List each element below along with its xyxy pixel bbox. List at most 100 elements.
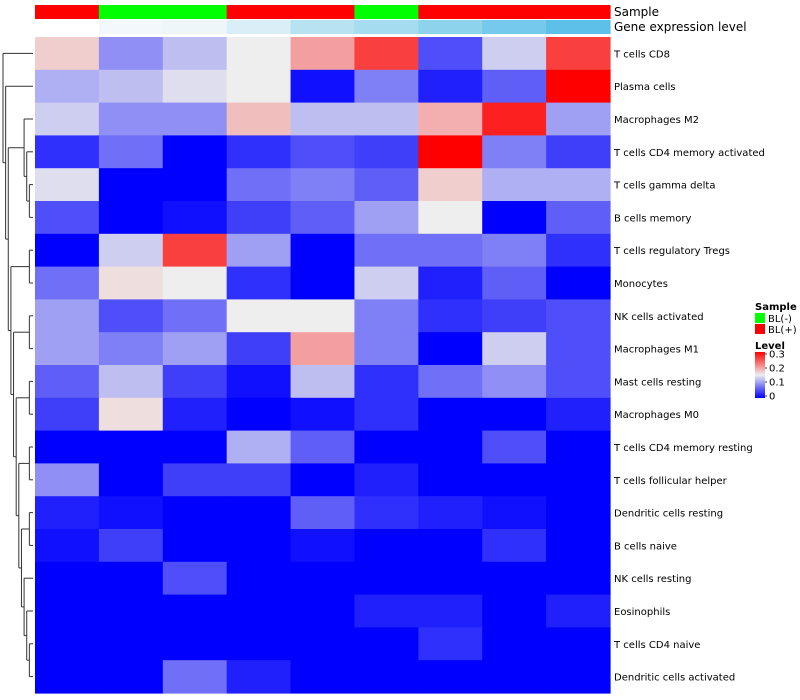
cell-macrophages-m1-col-7	[418, 332, 483, 366]
cell-t-cells-follicular-helper-col-9	[546, 463, 611, 497]
cell-t-cells-cd4-memory-resting-col-5	[290, 430, 356, 464]
cell-t-cells-cd4-memory-activated-col-4	[226, 135, 292, 169]
cell-b-cells-memory-col-7	[418, 201, 483, 235]
cell-dendritic-cells-resting-col-7	[418, 496, 483, 530]
expression-annotation-col-1	[35, 20, 100, 34]
level-legend-tick-2: 0.1	[769, 378, 785, 389]
cell-nk-cells-activated-col-2	[98, 299, 164, 333]
cell-plasma-cells-col-1	[35, 69, 100, 104]
row-labels: T cells CD8 Plasma cells Macrophages M2 T c…	[613, 49, 765, 683]
row-dendrogram	[2, 52, 33, 678]
cell-t-cells-follicular-helper-col-3	[162, 463, 228, 497]
level-legend-tick-3: 0	[769, 392, 775, 403]
cell-dendritic-cells-activated-col-9	[546, 660, 611, 694]
expression-annotation-col-7	[418, 20, 483, 34]
row-label-t-cells-follicular-helper: T cells follicular helper	[613, 476, 728, 487]
cell-nk-cells-resting-col-3	[162, 561, 228, 596]
cell-b-cells-naive-col-5	[290, 529, 356, 563]
cell-macrophages-m2-col-1	[35, 102, 100, 136]
cell-t-cells-cd8-col-7	[418, 37, 483, 71]
cell-t-cells-cd4-memory-activated-col-3	[162, 135, 228, 169]
cell-monocytes-col-9	[546, 266, 611, 300]
cell-t-cells-regulatory-tregs-col-8	[482, 233, 547, 268]
row-label-dendritic-cells-activated: Dendritic cells activated	[614, 673, 735, 684]
cell-t-cells-cd8-col-8	[482, 37, 547, 71]
cell-macrophages-m2-col-8	[482, 102, 547, 136]
cell-nk-cells-resting-col-8	[482, 561, 547, 596]
cell-t-cells-gamma-delta-col-9	[546, 168, 611, 202]
cell-macrophages-m2-col-9	[546, 102, 611, 136]
cell-dendritic-cells-activated-col-5	[290, 660, 356, 694]
cell-dendritic-cells-resting-col-5	[290, 496, 356, 530]
cell-eosinophils-col-2	[98, 594, 164, 628]
cell-dendritic-cells-activated-col-1	[35, 660, 100, 694]
expression-annotation-col-2	[98, 20, 164, 34]
cell-t-cells-regulatory-tregs-col-7	[418, 233, 483, 268]
sample-annotation-col-1	[35, 5, 100, 19]
cell-plasma-cells-col-8	[482, 69, 547, 104]
cell-t-cells-cd4-memory-resting-col-8	[482, 430, 547, 464]
sample-annotation-col-7	[418, 5, 483, 19]
cell-dendritic-cells-activated-col-4	[226, 660, 292, 694]
heatmap-cells	[35, 37, 611, 694]
cell-macrophages-m0-col-1	[35, 397, 100, 432]
cell-t-cells-cd4-memory-activated-col-7	[418, 135, 483, 169]
cell-t-cells-cd4-memory-activated-col-9	[546, 135, 611, 169]
row-label-mast-cells-resting: Mast cells resting	[614, 377, 701, 388]
cell-nk-cells-activated-col-3	[162, 299, 228, 333]
cell-macrophages-m0-col-6	[354, 397, 419, 432]
cell-t-cells-gamma-delta-col-3	[162, 168, 228, 202]
cell-dendritic-cells-resting-col-1	[35, 496, 100, 530]
row-label-macrophages-m2: Macrophages M2	[614, 115, 699, 126]
cell-t-cells-cd8-col-6	[354, 37, 419, 71]
cell-monocytes-col-3	[162, 266, 228, 300]
cell-eosinophils-col-1	[35, 594, 100, 628]
cell-t-cells-gamma-delta-col-4	[226, 168, 292, 202]
cell-b-cells-memory-col-4	[226, 201, 292, 235]
sample-legend-label-bl: BL(+)	[768, 325, 797, 336]
cell-mast-cells-resting-col-7	[418, 365, 483, 399]
cell-t-cells-gamma-delta-col-2	[98, 168, 164, 202]
cell-nk-cells-resting-col-5	[290, 561, 356, 596]
row-label-monocytes: Monocytes	[614, 279, 668, 290]
cell-t-cells-gamma-delta-col-1	[35, 168, 100, 202]
cell-macrophages-m2-col-6	[354, 102, 419, 136]
sample-annotation-col-4	[226, 5, 292, 19]
cell-macrophages-m2-col-5	[290, 102, 356, 136]
cell-monocytes-col-6	[354, 266, 419, 300]
cell-t-cells-gamma-delta-col-5	[290, 168, 356, 202]
cell-dendritic-cells-activated-col-3	[162, 660, 228, 694]
cell-b-cells-naive-col-8	[482, 529, 547, 563]
cell-monocytes-col-1	[35, 266, 100, 300]
cell-eosinophils-col-4	[226, 594, 292, 628]
cell-nk-cells-activated-col-7	[418, 299, 483, 333]
row-label-macrophages-m0: Macrophages M0	[614, 410, 699, 421]
row-label-t-cells-cd4-memory-resting: T cells CD4 memory resting	[613, 443, 753, 454]
cell-eosinophils-col-9	[546, 594, 611, 628]
cell-t-cells-cd4-naive-col-5	[290, 627, 356, 661]
cell-t-cells-cd4-memory-activated-col-6	[354, 135, 419, 169]
cell-b-cells-naive-col-9	[546, 529, 611, 563]
cell-mast-cells-resting-col-9	[546, 365, 611, 399]
level-legend-title: Level	[755, 341, 785, 352]
cell-nk-cells-activated-col-1	[35, 299, 100, 333]
level-legend-tick-0: 0.3	[769, 350, 785, 361]
cell-t-cells-follicular-helper-col-4	[226, 463, 292, 497]
cell-plasma-cells-col-4	[226, 69, 292, 104]
cell-t-cells-gamma-delta-col-6	[354, 168, 419, 202]
cell-plasma-cells-col-6	[354, 69, 419, 104]
cell-macrophages-m0-col-5	[290, 397, 356, 432]
cell-macrophages-m0-col-7	[418, 397, 483, 432]
cell-t-cells-cd4-naive-col-6	[354, 627, 419, 661]
cell-macrophages-m0-col-4	[226, 397, 292, 432]
cell-dendritic-cells-resting-col-2	[98, 496, 164, 530]
cell-mast-cells-resting-col-5	[290, 365, 356, 399]
cell-dendritic-cells-resting-col-3	[162, 496, 228, 530]
column-annotations	[35, 5, 611, 34]
cell-t-cells-cd4-memory-activated-col-2	[98, 135, 164, 169]
cell-macrophages-m1-col-6	[354, 332, 419, 366]
cell-b-cells-naive-col-7	[418, 529, 483, 563]
cell-eosinophils-col-5	[290, 594, 356, 628]
cell-t-cells-cd4-naive-col-4	[226, 627, 292, 661]
